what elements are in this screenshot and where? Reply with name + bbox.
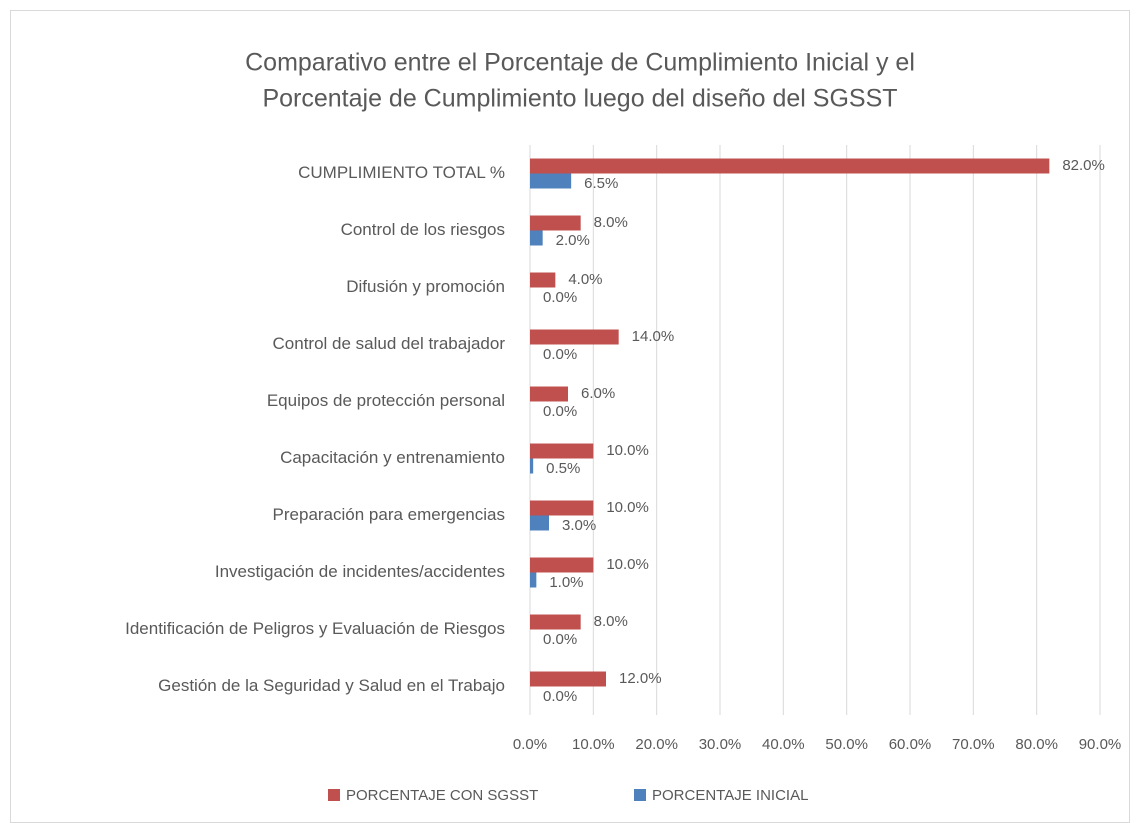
y-tick-label: CUMPLIMIENTO TOTAL % — [298, 163, 505, 182]
data-label: 82.0% — [1062, 157, 1105, 174]
bar — [530, 272, 556, 288]
bar — [530, 515, 549, 531]
legend-label: PORCENTAJE INICIAL — [652, 787, 808, 804]
data-label: 1.0% — [549, 574, 583, 591]
x-tick-label: 60.0% — [889, 736, 932, 753]
y-tick-label: Identificación de Peligros y Evaluación … — [125, 619, 505, 638]
data-label: 2.0% — [556, 232, 590, 249]
y-tick-label: Control de salud del trabajador — [273, 334, 506, 353]
data-label: 6.5% — [584, 175, 618, 192]
x-tick-label: 40.0% — [762, 736, 805, 753]
bar — [530, 230, 543, 246]
bar — [530, 572, 537, 588]
y-tick-label: Gestión de la Seguridad y Salud en el Tr… — [158, 676, 505, 695]
bar — [530, 215, 581, 231]
bar — [530, 329, 619, 345]
data-label: 0.0% — [543, 346, 577, 363]
bar — [530, 158, 1050, 174]
data-label: 10.0% — [606, 499, 649, 516]
legend-label: PORCENTAJE CON SGSST — [346, 787, 538, 804]
x-tick-label: 50.0% — [825, 736, 868, 753]
x-tick-label: 30.0% — [699, 736, 742, 753]
x-tick-label: 90.0% — [1079, 736, 1122, 753]
data-label: 0.0% — [543, 631, 577, 648]
y-tick-label: Equipos de protección personal — [267, 391, 505, 410]
x-tick-label: 10.0% — [572, 736, 615, 753]
data-label: 6.0% — [581, 385, 615, 402]
data-label: 12.0% — [619, 670, 662, 687]
data-label: 8.0% — [594, 613, 628, 630]
y-tick-label: Control de los riesgos — [341, 220, 505, 239]
data-label: 4.0% — [568, 271, 602, 288]
bar — [530, 557, 594, 573]
chart-frame — [10, 10, 1130, 823]
chart-title: Comparativo entre el Porcentaje de Cumpl… — [245, 49, 915, 77]
bar — [530, 443, 594, 459]
data-label: 10.0% — [606, 556, 649, 573]
y-tick-label: Capacitación y entrenamiento — [280, 448, 505, 467]
data-label: 3.0% — [562, 517, 596, 534]
legend-swatch — [328, 789, 340, 801]
data-label: 0.0% — [543, 403, 577, 420]
chart-title: Porcentaje de Cumplimiento luego del dis… — [262, 85, 897, 113]
x-tick-label: 70.0% — [952, 736, 995, 753]
y-tick-label: Investigación de incidentes/accidentes — [215, 562, 505, 581]
y-tick-label: Preparación para emergencias — [273, 505, 505, 524]
bar — [530, 500, 594, 516]
x-tick-label: 80.0% — [1015, 736, 1058, 753]
data-label: 0.5% — [546, 460, 580, 477]
data-label: 10.0% — [606, 442, 649, 459]
bar — [530, 386, 568, 402]
data-label: 8.0% — [594, 214, 628, 231]
bar — [530, 671, 606, 687]
bar — [530, 458, 534, 474]
bar — [530, 173, 572, 189]
y-tick-label: Difusión y promoción — [346, 277, 505, 296]
data-label: 14.0% — [632, 328, 675, 345]
x-tick-label: 20.0% — [635, 736, 678, 753]
bar — [530, 614, 581, 630]
x-tick-label: 0.0% — [513, 736, 547, 753]
data-label: 0.0% — [543, 688, 577, 705]
data-label: 0.0% — [543, 289, 577, 306]
legend-swatch — [634, 789, 646, 801]
